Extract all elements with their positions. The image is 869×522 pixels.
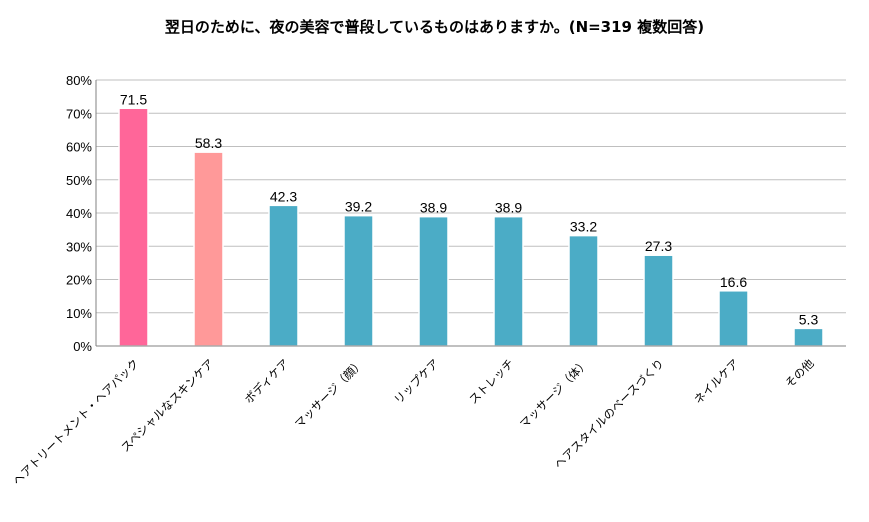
- bars: [118, 107, 824, 347]
- data-label: 33.2: [570, 219, 597, 235]
- gridlines: [96, 79, 846, 314]
- data-label: 5.3: [799, 311, 819, 327]
- bar: [793, 327, 824, 347]
- x-tick-label: マッサージ（顔）: [292, 356, 367, 431]
- data-label: 42.3: [270, 188, 297, 204]
- y-tick-label: 60%: [66, 140, 92, 155]
- y-tick-label: 0%: [73, 339, 92, 354]
- axes: [95, 80, 846, 347]
- bar: [493, 215, 524, 347]
- y-tick-label: 40%: [66, 206, 92, 221]
- data-label: 38.9: [420, 200, 447, 216]
- y-tick-label: 30%: [66, 239, 92, 254]
- data-label: 71.5: [120, 91, 147, 107]
- x-tick-label: リップケア: [391, 356, 442, 407]
- bar: [118, 107, 149, 347]
- x-tick-label: ストレッチ: [466, 356, 517, 407]
- x-tick-label: ヘアトリートメント・ヘアパック: [10, 356, 142, 488]
- y-tick-label: 10%: [66, 306, 92, 321]
- data-label: 58.3: [195, 135, 222, 151]
- data-labels: 71.5 58.3 42.3 39.2 38.9 38.9 33.2 27.3 16.6 5.3: [120, 91, 819, 327]
- y-tick-label: 70%: [66, 106, 92, 121]
- x-tick-label: マッサージ（体）: [517, 356, 592, 431]
- data-label: 38.9: [495, 200, 522, 216]
- bar: [268, 204, 299, 347]
- chart-title: 翌日のために、夜の美容で普段しているものはありますか。(N=319 複数回答): [164, 18, 705, 36]
- bar: [343, 214, 374, 347]
- bar: [718, 290, 749, 347]
- x-tick-label: ネイルケア: [691, 356, 742, 407]
- data-label: 16.6: [720, 274, 747, 290]
- x-tick-label: ボディケア: [242, 356, 292, 406]
- bar: [193, 151, 224, 347]
- y-tick-label: 80%: [66, 73, 92, 88]
- y-tick-labels: 0% 10% 20% 30% 40% 50% 60% 70% 80%: [66, 73, 92, 354]
- bar: [643, 254, 674, 347]
- data-label: 39.2: [345, 199, 372, 215]
- data-label: 27.3: [645, 238, 672, 254]
- y-tick-label: 50%: [66, 173, 92, 188]
- x-tick-label: その他: [782, 356, 817, 391]
- y-tick-label: 20%: [66, 273, 92, 288]
- bar: [568, 234, 599, 347]
- bar: [418, 215, 449, 347]
